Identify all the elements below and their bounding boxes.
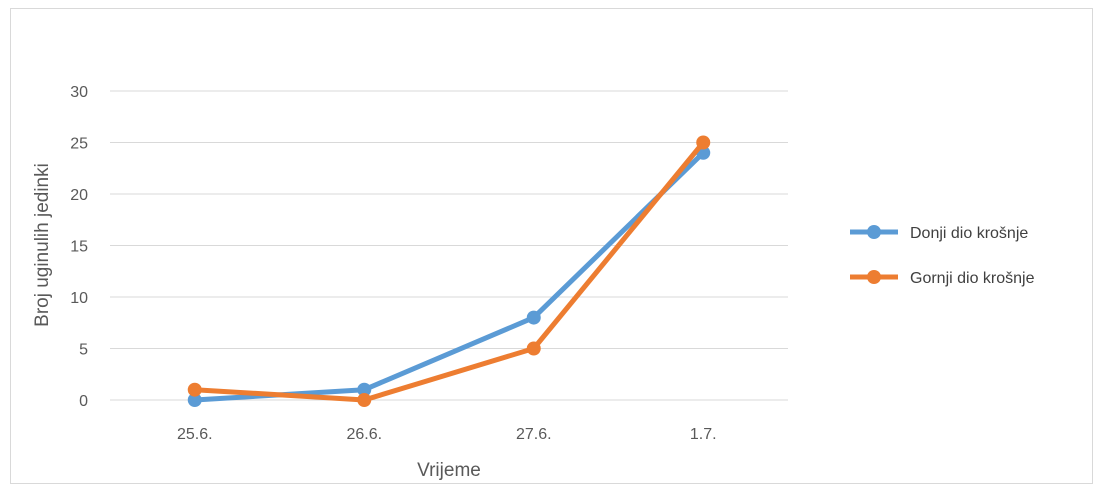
data-point — [526, 341, 541, 356]
y-axis-ticks: 0 5 10 15 20 25 30 — [70, 84, 88, 410]
x-axis-title: Vrijeme — [417, 460, 481, 481]
legend-item: Gornji dio krošnje — [850, 270, 1035, 287]
series-line — [192, 140, 706, 403]
x-tick-label: 27.6. — [516, 426, 552, 443]
x-tick-label: 1.7. — [690, 426, 717, 443]
y-axis-title: Broj uginulih jedinki — [32, 163, 53, 327]
y-tick-label: 15 — [70, 239, 88, 256]
series-line — [192, 150, 706, 403]
y-tick-label: 5 — [79, 342, 88, 359]
y-tick-label: 20 — [70, 187, 88, 204]
legend-marker — [867, 225, 881, 239]
legend: Donji dio krošnje Gornji dio krošnje — [850, 225, 1035, 287]
legend-item: Donji dio krošnje — [850, 225, 1028, 242]
data-point — [357, 393, 372, 407]
series-group — [187, 135, 711, 407]
data-point — [187, 382, 202, 397]
legend-label: Donji dio krošnje — [910, 225, 1028, 242]
legend-label: Gornji dio krošnje — [910, 270, 1035, 287]
y-tick-label: 0 — [79, 393, 88, 410]
data-point — [526, 310, 541, 325]
data-point — [357, 382, 372, 397]
legend-marker — [867, 270, 881, 284]
series-2 — [187, 135, 711, 407]
x-tick-label: 26.6. — [346, 426, 382, 443]
y-tick-label: 25 — [70, 136, 88, 153]
series-1 — [187, 145, 711, 407]
data-point — [696, 135, 711, 150]
x-axis-ticks: 25.6. 26.6. 27.6. 1.7. — [177, 426, 717, 443]
y-tick-label: 30 — [70, 84, 88, 101]
x-tick-label: 25.6. — [177, 426, 213, 443]
y-tick-label: 10 — [70, 290, 88, 307]
data-point — [187, 393, 202, 407]
